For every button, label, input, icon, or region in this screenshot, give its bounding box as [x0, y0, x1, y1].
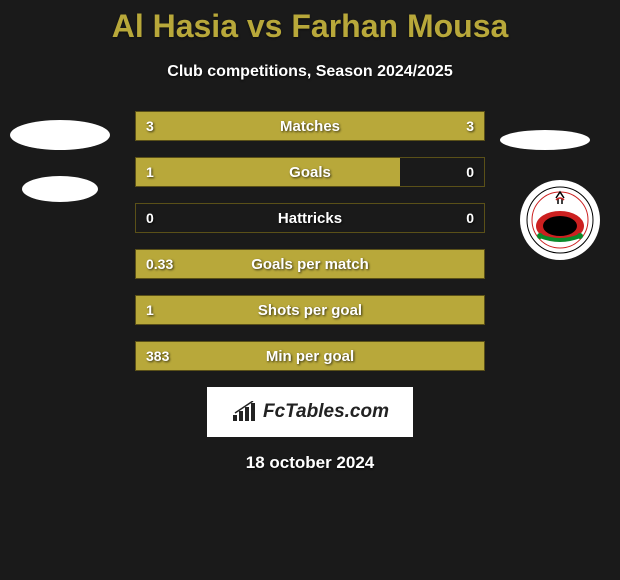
date-text: 18 october 2024 [0, 453, 620, 473]
stat-row: 00Hattricks [135, 203, 485, 233]
brand-box: FcTables.com [207, 387, 413, 437]
stat-label: Hattricks [136, 204, 484, 232]
stat-label: Shots per goal [136, 296, 484, 324]
stat-row: 383Min per goal [135, 341, 485, 371]
stat-row: 0.33Goals per match [135, 249, 485, 279]
stat-label: Goals per match [136, 250, 484, 278]
player-right-badge-1 [500, 130, 590, 150]
club-crest-icon [526, 186, 594, 254]
stat-row: 10Goals [135, 157, 485, 187]
stat-label: Min per goal [136, 342, 484, 370]
stat-row: 1Shots per goal [135, 295, 485, 325]
club-badge-right [520, 180, 600, 260]
stat-label: Goals [136, 158, 484, 186]
subtitle: Club competitions, Season 2024/2025 [0, 63, 620, 81]
brand-text: FcTables.com [263, 401, 389, 423]
brand-chart-icon [231, 401, 259, 423]
player-left-badge-1 [10, 120, 110, 150]
stat-label: Matches [136, 112, 484, 140]
player-left-badge-2 [22, 176, 98, 202]
stats-container: 33Matches 10Goals 00Hattricks 0.33Goals per… [135, 111, 485, 371]
page-title: Al Hasia vs Farhan Mousa [0, 0, 620, 45]
stat-row: 33Matches [135, 111, 485, 141]
